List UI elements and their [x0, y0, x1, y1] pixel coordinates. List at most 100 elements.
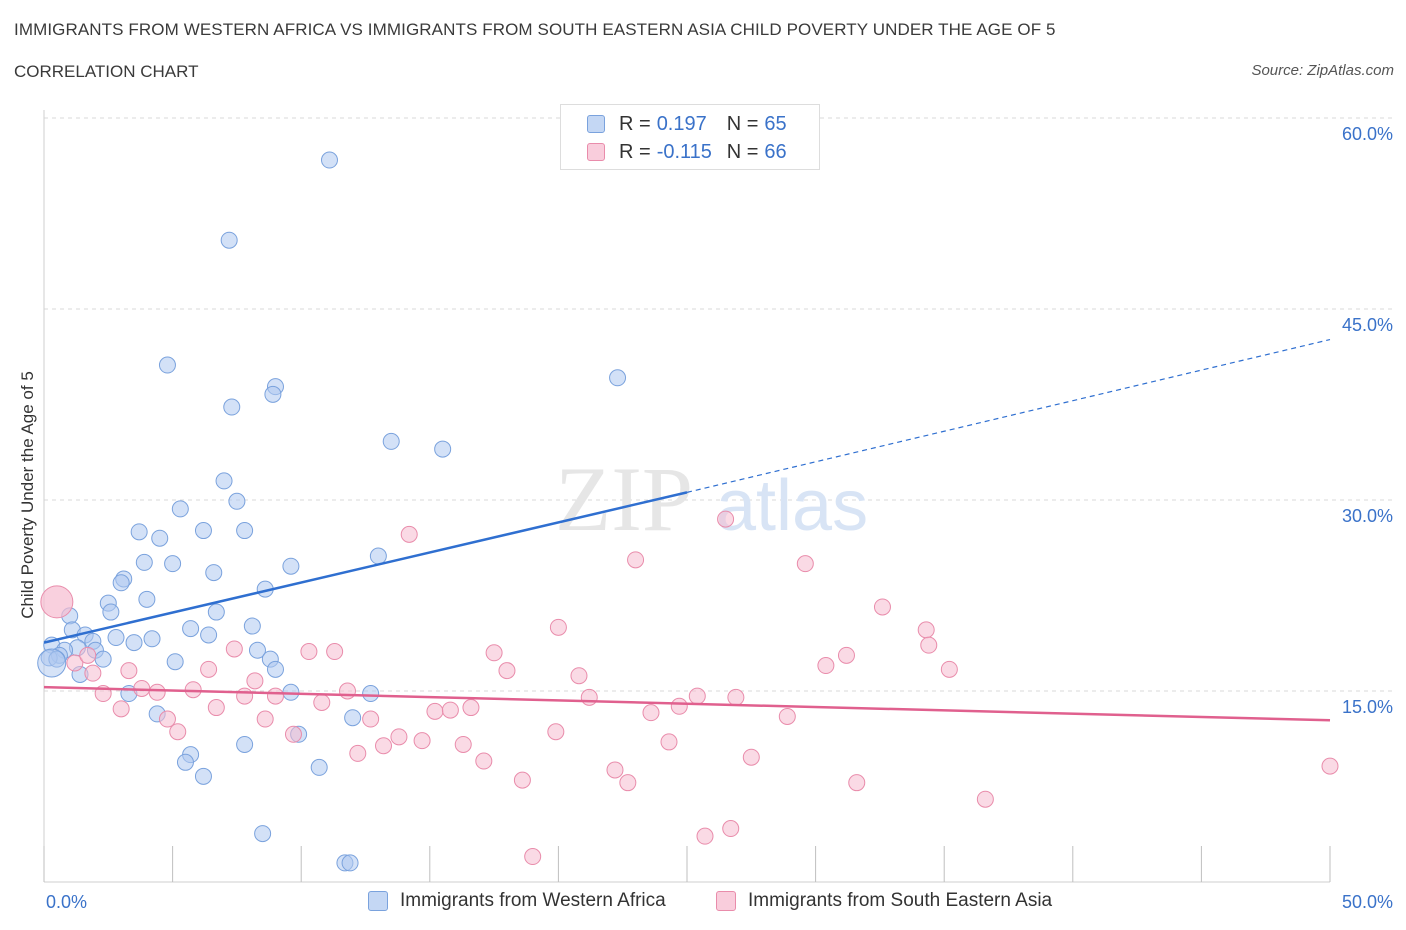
- data-point-pink: [485, 644, 503, 662]
- data-point-pink: [642, 704, 660, 722]
- data-point-pink: [580, 688, 598, 706]
- data-point-pink: [619, 774, 637, 792]
- chart-subtitle: CORRELATION CHART: [14, 62, 199, 81]
- data-point-blue: [220, 231, 238, 249]
- data-point-pink: [454, 735, 472, 753]
- data-point-blue: [243, 617, 261, 635]
- data-point-pink: [524, 848, 542, 866]
- data-point-blue: [341, 854, 359, 872]
- data-point-pink: [688, 687, 706, 705]
- grid-lines: [44, 117, 1392, 692]
- data-point-pink: [400, 525, 418, 543]
- data-point-blue: [236, 735, 254, 753]
- data-point-pink: [256, 710, 274, 728]
- y-tick-label: 60.0%: [1342, 124, 1393, 144]
- data-point-blue: [228, 492, 246, 510]
- data-point-pink: [778, 707, 796, 725]
- data-point-pink: [976, 790, 994, 808]
- data-point-blue: [215, 472, 233, 490]
- watermark-zip: ZIP: [555, 448, 693, 550]
- y-tick-label: 30.0%: [1342, 506, 1393, 526]
- data-point-blue: [320, 151, 338, 169]
- data-point-pink: [837, 646, 855, 664]
- trend-lines: [43, 338, 1331, 722]
- data-point-pink: [475, 752, 493, 770]
- correlation-legend: R = 0.197 N = 65 R = -0.115 N = 66: [560, 104, 820, 170]
- data-point-pink: [169, 723, 187, 741]
- watermark-atlas: atlas: [716, 466, 868, 546]
- data-point-pink: [79, 646, 97, 664]
- data-point-pink: [349, 744, 367, 762]
- source-credit: Source: ZipAtlas.com: [1251, 62, 1394, 79]
- data-point-blue: [236, 522, 254, 540]
- data-point-pink: [722, 820, 740, 838]
- axes: [43, 110, 1331, 883]
- x-tick-label: 0.0%: [46, 892, 87, 912]
- data-point-pink: [413, 732, 431, 750]
- data-point-blue: [362, 685, 380, 703]
- watermark: ZIP atlas: [555, 448, 868, 550]
- data-point-pink: [207, 699, 225, 717]
- legend-item-south-eastern-asia[interactable]: Immigrants from South Eastern Asia: [716, 890, 1052, 912]
- data-point-pink: [848, 774, 866, 792]
- data-point-pink: [236, 687, 254, 705]
- series-legend: Immigrants from Western Africa Immigrant…: [0, 888, 1406, 916]
- data-point-blue: [369, 547, 387, 565]
- data-point-pink: [917, 621, 935, 639]
- data-point-pink: [940, 660, 958, 678]
- data-point-blue: [194, 522, 212, 540]
- data-point-blue: [266, 660, 284, 678]
- r-value: -0.115: [656, 140, 712, 163]
- chart-title: IMMIGRANTS FROM WESTERN AFRICA VS IMMIGR…: [14, 20, 1056, 39]
- data-point-blue: [171, 500, 189, 518]
- data-point-pink: [462, 699, 480, 717]
- data-point-pink: [727, 688, 745, 706]
- y-tick-label: 45.0%: [1342, 315, 1393, 335]
- data-point-blue: [166, 653, 184, 671]
- data-point-pink: [1321, 757, 1339, 775]
- data-point-pink: [513, 771, 531, 789]
- r-value: 0.197: [656, 112, 707, 135]
- data-point-pink: [225, 640, 243, 658]
- data-point-blue: [112, 574, 130, 592]
- trend-line-blue-extension: [686, 338, 1331, 493]
- data-point-pink: [313, 693, 331, 711]
- n-label: N =: [726, 140, 759, 163]
- legend-item-western-africa[interactable]: Immigrants from Western Africa: [368, 890, 666, 912]
- data-point-blue: [310, 758, 328, 776]
- data-point-pink: [873, 598, 891, 616]
- data-point-pink: [920, 636, 938, 654]
- data-point-pink: [375, 737, 393, 755]
- data-point-pink: [627, 551, 645, 569]
- data-point-pink: [112, 700, 130, 718]
- n-value: 66: [764, 140, 787, 163]
- data-point-pink: [326, 643, 344, 661]
- data-point-blue: [151, 529, 169, 547]
- data-point-pink: [606, 761, 624, 779]
- data-point-pink: [246, 672, 264, 690]
- data-point-blue: [205, 564, 223, 582]
- data-point-blue: [158, 356, 176, 374]
- data-point-blue: [248, 641, 266, 659]
- data-point-pink: [441, 701, 459, 719]
- data-point-pink: [717, 510, 735, 528]
- data-point-blue: [223, 398, 241, 416]
- data-point-blue: [344, 709, 362, 727]
- n-value: 65: [764, 112, 787, 135]
- data-points: [37, 151, 1339, 872]
- data-point-pink: [547, 723, 565, 741]
- data-point-pink: [362, 710, 380, 728]
- data-point-pink: [549, 618, 567, 636]
- data-point-pink: [660, 733, 678, 751]
- data-point-blue: [125, 634, 143, 652]
- legend-swatch-blue: [368, 891, 388, 911]
- data-point-pink: [40, 585, 74, 619]
- legend-swatch-pink: [587, 143, 605, 161]
- y-axis-label: Child Poverty Under the Age of 5: [18, 371, 37, 619]
- data-point-pink: [498, 662, 516, 680]
- data-point-blue: [138, 590, 156, 608]
- data-point-pink: [742, 748, 760, 766]
- data-point-blue: [135, 553, 153, 571]
- data-point-blue: [37, 648, 67, 678]
- legend-row-south-eastern-asia: R = -0.115 N = 66: [587, 140, 787, 164]
